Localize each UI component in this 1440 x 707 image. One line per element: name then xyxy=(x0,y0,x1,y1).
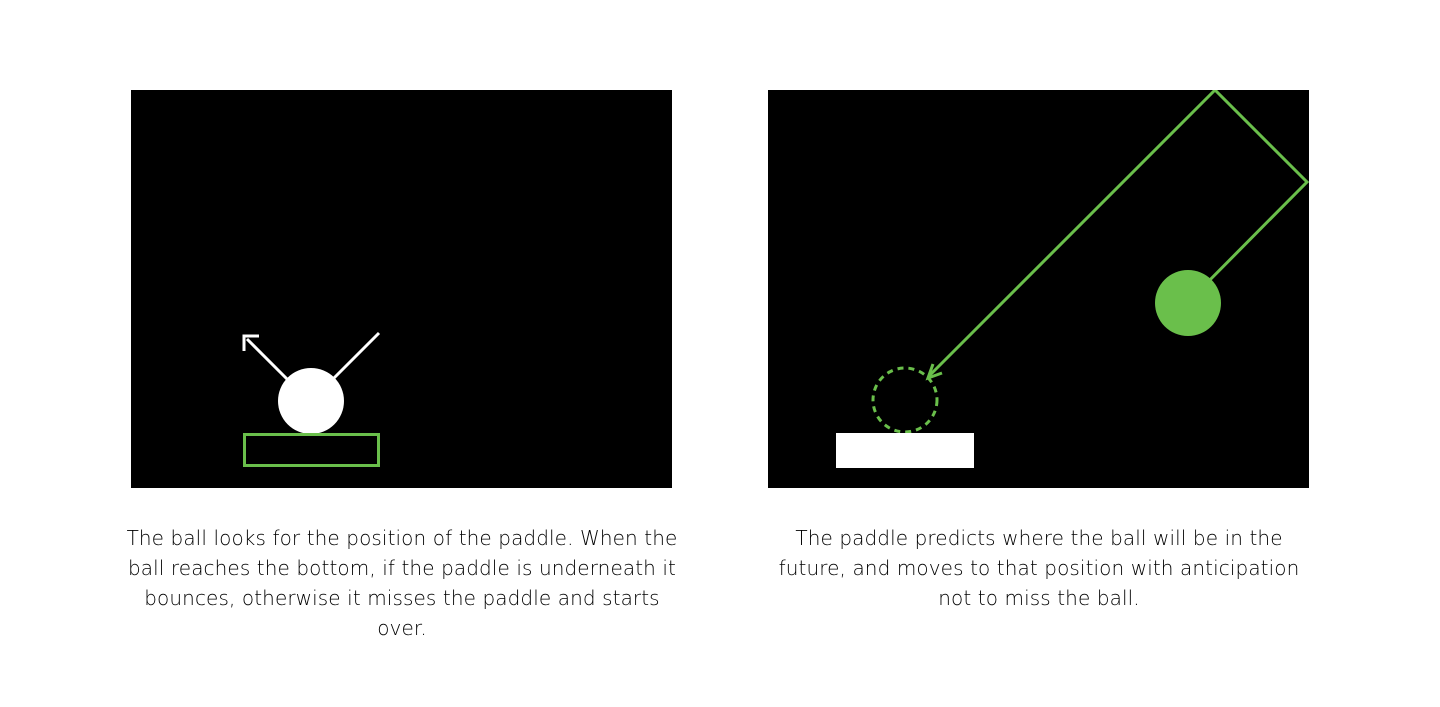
ball xyxy=(278,368,344,434)
predicted-trajectory-line xyxy=(928,90,1309,377)
bounce-illustration xyxy=(242,331,381,467)
arrowhead-icon xyxy=(242,334,259,351)
prediction-illustration xyxy=(836,90,1309,468)
caption-left: The ball looks for the position of the p… xyxy=(126,526,678,640)
predicted-ball-position xyxy=(871,366,939,434)
outgoing-trajectory-arrow xyxy=(245,337,290,382)
paddle xyxy=(836,433,974,468)
diagram-panel-paddle-prediction xyxy=(768,90,1309,488)
incoming-trajectory-line xyxy=(330,331,381,382)
ball xyxy=(1155,270,1221,336)
paddle xyxy=(243,433,380,467)
caption-right: The paddle predicts where the ball will … xyxy=(778,526,1300,610)
diagram-panel-ball-bounce xyxy=(131,90,672,488)
